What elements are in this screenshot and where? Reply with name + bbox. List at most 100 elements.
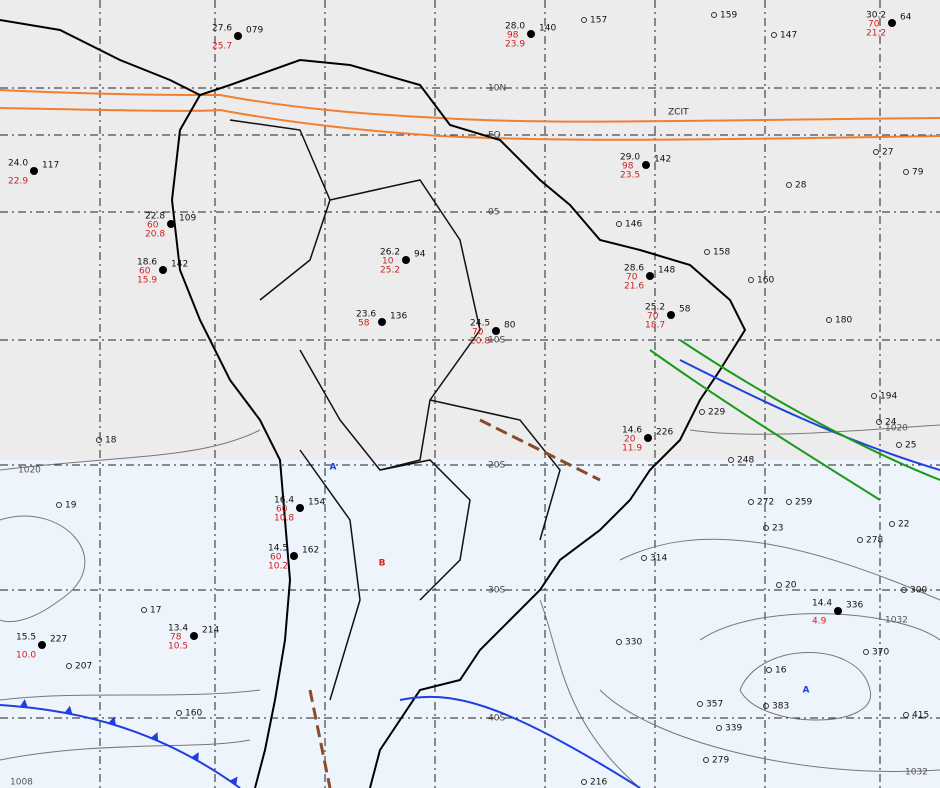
station-dewpoint: 23.9 (505, 40, 525, 50)
latitude-label: 10S (488, 336, 505, 346)
station-humidity: 58 (358, 319, 370, 329)
station-pressure: 148 (658, 266, 675, 276)
station-humidity: 60 (270, 553, 282, 563)
station-marker (763, 703, 769, 709)
station-dewpoint: 18.7 (645, 321, 665, 331)
station-humidity: 78 (170, 633, 182, 643)
station-pressure: 415 (912, 711, 929, 721)
station-marker (771, 32, 777, 38)
pressure-center: A (330, 463, 337, 473)
station-pressure: 300 (910, 586, 927, 596)
station-marker (176, 710, 182, 716)
station-marker (581, 779, 587, 785)
station-pressure: 79 (912, 168, 924, 178)
station-humidity: 60 (276, 505, 288, 515)
shear-line (649, 339, 940, 501)
station-marker (903, 712, 909, 718)
station-temperature: 28.0 (505, 22, 525, 32)
station-humidity: 98 (622, 162, 634, 172)
station-pressure: 227 (50, 635, 67, 645)
station-pressure: 158 (713, 248, 730, 258)
station-pressure: 339 (725, 724, 742, 734)
coastline-east (0, 19, 747, 788)
latitude-label: 05 (488, 208, 499, 218)
itcz-north (0, 89, 940, 123)
station-pressure: 94 (414, 250, 426, 260)
itcz-south (0, 107, 940, 141)
station-marker (66, 663, 72, 669)
station-pressure: 136 (390, 312, 407, 322)
station-temperature: 23.6 (356, 310, 376, 320)
station-pressure: 117 (42, 161, 59, 171)
station-pressure: 22 (898, 520, 909, 530)
borders (229, 119, 561, 701)
station-pressure: 279 (712, 756, 729, 766)
station-temperature: 22.8 (145, 212, 165, 222)
station-marker (766, 667, 772, 673)
station-marker (876, 419, 882, 425)
background-north (0, 0, 940, 460)
station-marker (728, 457, 734, 463)
station-marker (873, 149, 879, 155)
station-marker (896, 442, 902, 448)
station-pressure: 079 (246, 26, 263, 36)
station-temperature: 14.5 (268, 544, 288, 554)
station-pressure: 80 (504, 321, 516, 331)
station-temperature: 27.6 (212, 24, 232, 34)
station-marker (644, 434, 652, 442)
station-pressure: 160 (185, 709, 202, 719)
zone-label: ZCIT (668, 108, 689, 118)
isobar (0, 689, 261, 701)
station-humidity: 60 (139, 267, 151, 277)
station-pressure: 58 (679, 305, 691, 315)
station-pressure: 23 (772, 524, 783, 534)
station-marker (378, 318, 386, 326)
trough (308, 418, 601, 788)
isobar (689, 424, 940, 435)
isobar (0, 429, 261, 471)
cold-front (399, 695, 641, 788)
station-pressure: 147 (780, 31, 797, 41)
station-temperature: 30.2 (866, 11, 886, 21)
station-marker (492, 327, 500, 335)
pressure-center: B (379, 559, 386, 569)
station-humidity: 70 (472, 328, 484, 338)
station-marker (888, 19, 896, 27)
station-dewpoint: 11.9 (622, 444, 642, 454)
isobar-label: 1032 (905, 768, 928, 778)
isobar (0, 739, 251, 761)
isobar (739, 652, 871, 721)
station-humidity: 20 (624, 435, 636, 445)
station-humidity: 98 (507, 31, 519, 41)
latitude-label: EQ (488, 131, 501, 141)
station-dewpoint: 10.8 (274, 514, 294, 524)
isobar (539, 599, 641, 788)
station-pressure: 214 (202, 626, 219, 636)
station-temperature: 24.5 (470, 319, 490, 329)
isobar-label: 1008 (10, 778, 33, 788)
station-marker (96, 437, 102, 443)
station-pressure: 142 (654, 155, 671, 165)
station-marker (697, 701, 703, 707)
station-temperature: 14.6 (622, 426, 642, 436)
station-marker (527, 30, 535, 38)
front-triangle (19, 699, 28, 708)
station-pressure: 278 (866, 536, 883, 546)
station-marker (616, 221, 622, 227)
station-temperature: 16.4 (274, 496, 294, 506)
station-marker (641, 555, 647, 561)
station-marker (290, 552, 298, 560)
cold-front (679, 359, 940, 471)
station-temperature: 13.4 (168, 624, 188, 634)
station-temperature: 25.2 (645, 303, 665, 313)
station-temperature: 29.0 (620, 153, 640, 163)
front-triangle (191, 752, 199, 762)
isobar-label: 1020 (885, 424, 908, 434)
latitude-label: 20S (488, 461, 505, 471)
station-pressure: 357 (706, 700, 723, 710)
station-marker (646, 272, 654, 280)
station-pressure: 27 (882, 148, 893, 158)
station-marker (863, 649, 869, 655)
station-dewpoint: 15.9 (137, 276, 157, 286)
